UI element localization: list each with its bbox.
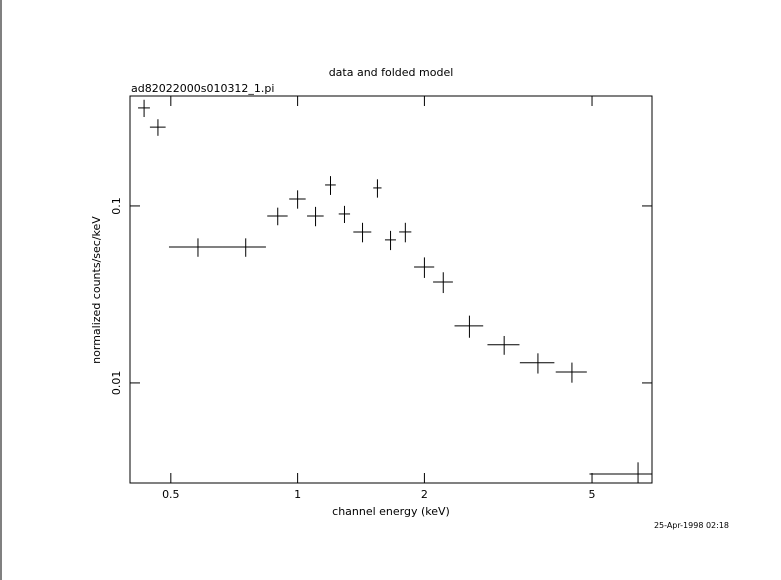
chart-title: data and folded model <box>329 66 454 79</box>
x-axis-label: channel energy (keV) <box>332 505 450 518</box>
timestamp: 25-Apr-1998 02:18 <box>654 521 729 530</box>
plot-frame <box>129 95 653 484</box>
y-axis-label: normalized counts/sec/keV <box>90 216 103 364</box>
y-tick-label: 0.01 <box>110 371 123 396</box>
x-tick-label: 0.5 <box>162 488 180 501</box>
plot-area <box>138 99 652 483</box>
x-tick-label: 1 <box>294 488 301 501</box>
y-tick-label: 0.1 <box>110 197 123 215</box>
file-label: ad82022000s010312_1.pi <box>131 82 274 95</box>
x-tick-label: 2 <box>421 488 428 501</box>
x-tick-label: 5 <box>589 488 596 501</box>
